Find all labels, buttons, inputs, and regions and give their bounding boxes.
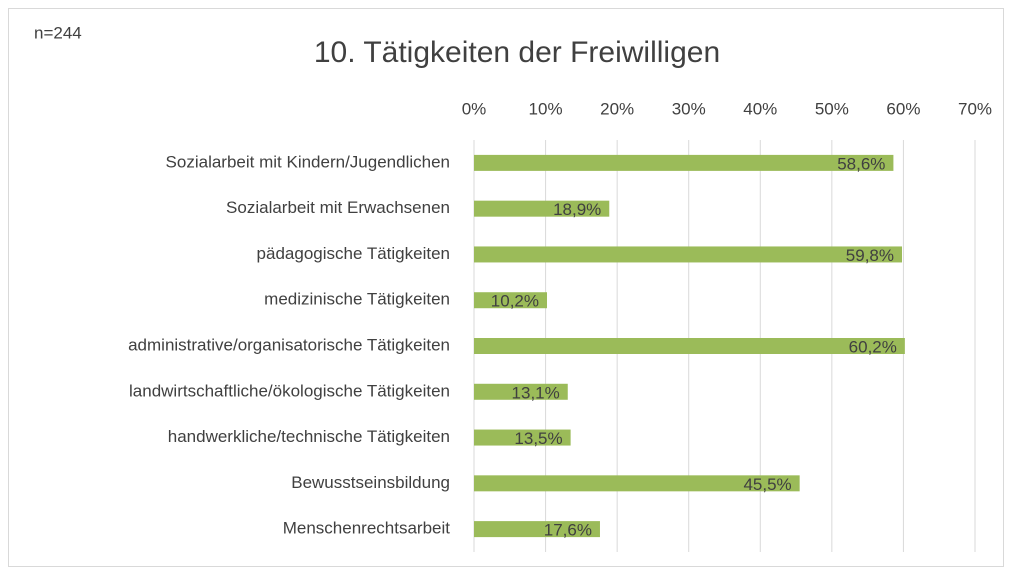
x-tick-label: 50%: [815, 99, 849, 118]
bar: [474, 338, 905, 354]
y-tick-label: Bewusstseinsbildung: [291, 473, 450, 492]
x-tick-label: 30%: [672, 99, 706, 118]
x-tick-label: 60%: [886, 99, 920, 118]
value-label: 10,2%: [491, 292, 539, 311]
y-tick-label: Sozialarbeit mit Erwachsenen: [226, 198, 450, 217]
y-tick-label: medizinische Tätigkeiten: [264, 290, 450, 309]
y-tick-label: pädagogische Tätigkeiten: [257, 244, 450, 263]
annotation: n=244: [34, 23, 82, 42]
y-tick-label: Sozialarbeit mit Kindern/Jugendlichen: [166, 152, 450, 171]
bar: [474, 429, 571, 446]
bar: [474, 521, 600, 538]
x-tick-label: 0%: [462, 99, 487, 118]
x-tick-label: 10%: [529, 99, 563, 118]
value-label: 13,1%: [512, 383, 560, 402]
bar: [474, 246, 902, 263]
value-label: 17,6%: [544, 521, 592, 540]
bar: [474, 383, 568, 400]
x-tick-label: 40%: [743, 99, 777, 118]
value-label: 60,2%: [849, 337, 897, 356]
value-label: 45,5%: [743, 475, 791, 494]
value-label: 58,6%: [837, 154, 885, 173]
chart-border: [8, 8, 1004, 567]
value-label: 13,5%: [514, 429, 562, 448]
y-tick-label: handwerkliche/technische Tätigkeiten: [168, 427, 450, 446]
bar: [474, 475, 800, 492]
value-label: 59,8%: [846, 246, 894, 265]
y-tick-label: administrative/organisatorische Tätigkei…: [128, 335, 450, 354]
x-tick-label: 70%: [958, 99, 992, 118]
y-tick-label: Menschenrechtsarbeit: [283, 519, 451, 538]
bar: [474, 200, 610, 217]
x-tick-label: 20%: [600, 99, 634, 118]
y-tick-label: landwirtschaftliche/ökologische Tätigkei…: [129, 381, 450, 400]
chart-title: 10. Tätigkeiten der Freiwilligen: [314, 36, 720, 69]
value-label: 18,9%: [553, 200, 601, 219]
bar: [474, 154, 894, 171]
bar: [474, 292, 548, 309]
